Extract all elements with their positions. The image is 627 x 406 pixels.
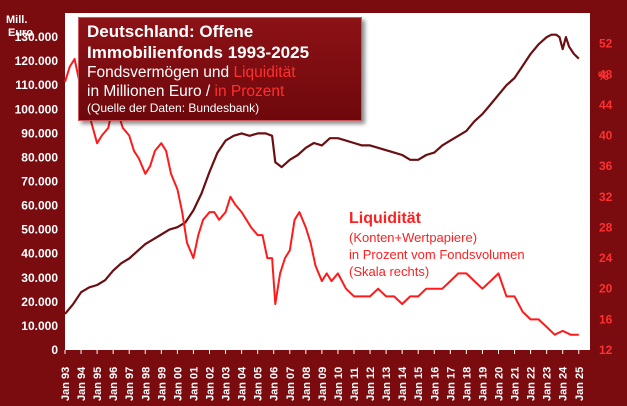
left-tick-label: 110.000 bbox=[15, 78, 58, 92]
left-tick-label: 0 bbox=[51, 343, 58, 357]
source-note: (Quelle der Daten: Bundesbank) bbox=[87, 101, 260, 115]
left-tick-label: 120.000 bbox=[15, 54, 59, 68]
x-tick-label: Jan 07 bbox=[285, 367, 297, 401]
subtitle-line-2: in Millionen Euro / in Prozent bbox=[87, 82, 353, 101]
x-tick-label: Jan 18 bbox=[461, 367, 473, 401]
subtitle-line-1: Fondsvermögen und Liquidität bbox=[87, 63, 353, 82]
fund-volume-line bbox=[64, 33, 580, 315]
x-tick-label: Jan 08 bbox=[301, 367, 313, 401]
left-tick-label: 90.000 bbox=[21, 126, 58, 140]
x-tick-label: Jan 99 bbox=[156, 367, 168, 401]
x-tick-label: Jan 98 bbox=[140, 367, 152, 401]
left-tick-label: 30.000 bbox=[21, 271, 58, 285]
right-tick-label: 12 bbox=[599, 343, 613, 357]
right-tick-label: 16 bbox=[599, 312, 613, 326]
subtitle-liquidity: Liquidität bbox=[233, 64, 296, 81]
x-tick-label: Jan 01 bbox=[188, 367, 200, 401]
series-group bbox=[64, 33, 580, 336]
liquidity-line bbox=[64, 58, 579, 336]
right-tick-label: 36 bbox=[599, 159, 613, 173]
subtitle-unit-euro: in Millionen Euro / bbox=[87, 83, 215, 100]
left-tick-label: 20.000 bbox=[21, 295, 58, 309]
liquidity-annotation: Liquidität (Konten+Wertpapiere) in Proze… bbox=[349, 209, 525, 280]
title-line-2: Immobilienfonds 1993-2025 bbox=[87, 43, 310, 62]
x-tick-label: Jan 05 bbox=[253, 367, 265, 401]
x-tick-label: Jan 15 bbox=[413, 367, 425, 401]
x-tick-label: Jan 09 bbox=[317, 367, 329, 401]
left-axis-ticks: 0 10.000 20.000 30.000 40.000 50.000 60.000 70.… bbox=[15, 30, 59, 357]
right-tick-label: 40 bbox=[599, 129, 613, 143]
right-tick-label: 28 bbox=[599, 220, 613, 234]
x-tick-label: Jan 03 bbox=[221, 367, 233, 401]
right-tick-label: 48 bbox=[599, 67, 613, 81]
x-tick-label: Jan 22 bbox=[526, 367, 538, 401]
x-tick-label: Jan 11 bbox=[349, 367, 361, 401]
left-axis-unit-line2: Euro bbox=[8, 27, 33, 39]
annotation-line-3: (Skala rechts) bbox=[349, 264, 430, 279]
right-tick-label: 44 bbox=[599, 98, 613, 112]
x-tick-label: Jan 96 bbox=[108, 367, 120, 401]
x-tick-label: Jan 25 bbox=[574, 367, 586, 401]
x-tick-label: Jan 20 bbox=[493, 367, 505, 401]
x-tick-label: Jan 14 bbox=[397, 366, 409, 401]
annotation-line-2: in Prozent vom Fondsvolumen bbox=[349, 247, 525, 262]
x-tick-label: Jan 13 bbox=[381, 367, 393, 401]
x-tick-label: Jan 95 bbox=[92, 367, 104, 401]
annotation-heading: Liquidität bbox=[349, 210, 421, 227]
x-tick-label: Jan 17 bbox=[445, 367, 457, 401]
x-tick-label: Jan 93 bbox=[60, 367, 72, 401]
title-line-1: Deutschland: Offene bbox=[87, 22, 254, 41]
right-axis-ticks: 12 16 20 24 28 32 36 40 44 48 52 bbox=[599, 37, 613, 357]
x-tick-label: Jan 23 bbox=[542, 367, 554, 401]
left-axis-unit-line1: Mill. bbox=[6, 14, 27, 26]
x-tick-label: Jan 02 bbox=[204, 367, 216, 401]
right-tick-label: 24 bbox=[599, 251, 613, 265]
x-tick-label: Jan 00 bbox=[172, 367, 184, 401]
x-tick-label: Jan 19 bbox=[477, 367, 489, 401]
x-tick-label: Jan 06 bbox=[269, 367, 281, 401]
right-axis-unit: % bbox=[598, 69, 609, 83]
x-tick-label: Jan 12 bbox=[365, 367, 377, 401]
subtitle-unit-percent: in Prozent bbox=[214, 83, 285, 100]
x-tick-label: Jan 97 bbox=[124, 367, 136, 401]
left-tick-label: 100.000 bbox=[15, 102, 59, 116]
x-tick-label: Jan 24 bbox=[558, 366, 570, 401]
right-tick-label: 32 bbox=[599, 190, 613, 204]
left-tick-label: 50.000 bbox=[21, 223, 58, 237]
x-tick-label: Jan 04 bbox=[237, 366, 249, 401]
subtitle-fund: Fondsvermögen und bbox=[87, 64, 234, 81]
annotation-line-1: (Konten+Wertpapiere) bbox=[349, 230, 478, 245]
x-tick-label: Jan 94 bbox=[76, 366, 88, 401]
right-tick-label: 52 bbox=[599, 37, 613, 51]
left-tick-label: 130.000 bbox=[15, 30, 59, 44]
left-tick-label: 40.000 bbox=[21, 247, 58, 261]
chart-title-box: Deutschland: Offene Immobilienfonds 1993… bbox=[78, 17, 362, 121]
right-tick-label: 20 bbox=[599, 282, 613, 296]
x-tick-label: Jan 21 bbox=[510, 367, 522, 401]
left-tick-label: 10.000 bbox=[21, 319, 58, 333]
x-tick-label: Jan 16 bbox=[429, 367, 441, 401]
left-tick-label: 70.000 bbox=[21, 175, 58, 189]
x-tick-label: Jan 10 bbox=[333, 367, 345, 401]
left-tick-label: 60.000 bbox=[21, 199, 58, 213]
left-tick-label: 80.000 bbox=[21, 150, 58, 164]
x-axis-ticks: Jan 93 Jan 94 Jan 95 Jan 96 Jan 97 Jan 98 Jan … bbox=[60, 350, 586, 401]
